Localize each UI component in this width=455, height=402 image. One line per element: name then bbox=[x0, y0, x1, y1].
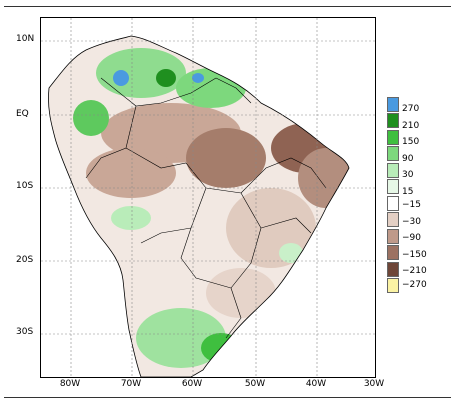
lat-label-10n: 10N bbox=[16, 34, 35, 44]
colorbar-label: 270 bbox=[402, 104, 420, 114]
anomaly-map bbox=[40, 17, 376, 378]
colorbar-label: 30 bbox=[402, 170, 414, 180]
colorbar-swatch bbox=[387, 146, 399, 161]
colorbar-swatch bbox=[387, 212, 399, 227]
map-canvas bbox=[41, 18, 375, 377]
colorbar-label: 15 bbox=[402, 187, 414, 197]
borders bbox=[85, 77, 327, 339]
bottom-rule bbox=[4, 397, 451, 398]
colorbar-swatch bbox=[387, 262, 399, 277]
lat-label-10s: 10S bbox=[16, 181, 34, 191]
colorbar-swatch bbox=[387, 245, 399, 260]
colorbar-swatch bbox=[387, 278, 399, 293]
colorbar-swatch bbox=[387, 179, 399, 194]
lon-label-70w: 70W bbox=[120, 379, 142, 389]
colorbar-swatch bbox=[387, 130, 399, 145]
colorbar-swatch bbox=[387, 196, 399, 211]
colorbar-label: −210 bbox=[402, 266, 427, 276]
colorbar-label: −270 bbox=[402, 280, 427, 290]
lat-label-30s: 30S bbox=[16, 327, 34, 337]
lat-label-20s: 20S bbox=[16, 255, 34, 265]
colorbar bbox=[387, 97, 399, 295]
colorbar-label: −90 bbox=[402, 233, 421, 243]
land-shading bbox=[48, 36, 350, 377]
colorbar-label: −15 bbox=[402, 200, 421, 210]
colorbar-swatch bbox=[387, 229, 399, 244]
lat-label-eq: EQ bbox=[16, 109, 29, 119]
lon-label-60w: 60W bbox=[181, 379, 203, 389]
colorbar-label: −30 bbox=[402, 217, 421, 227]
coastline bbox=[48, 35, 350, 377]
colorbar-swatch bbox=[387, 97, 399, 112]
colorbar-label: 90 bbox=[402, 154, 414, 164]
colorbar-label: 150 bbox=[402, 137, 420, 147]
colorbar-label: −150 bbox=[402, 250, 427, 260]
colorbar-swatch bbox=[387, 113, 399, 128]
lon-label-40w: 40W bbox=[305, 379, 327, 389]
top-rule bbox=[4, 6, 451, 7]
colorbar-swatch bbox=[387, 163, 399, 178]
lon-label-30w: 30W bbox=[363, 379, 385, 389]
lon-label-80w: 80W bbox=[59, 379, 81, 389]
colorbar-label: 210 bbox=[402, 121, 420, 131]
lon-label-50w: 50W bbox=[244, 379, 266, 389]
